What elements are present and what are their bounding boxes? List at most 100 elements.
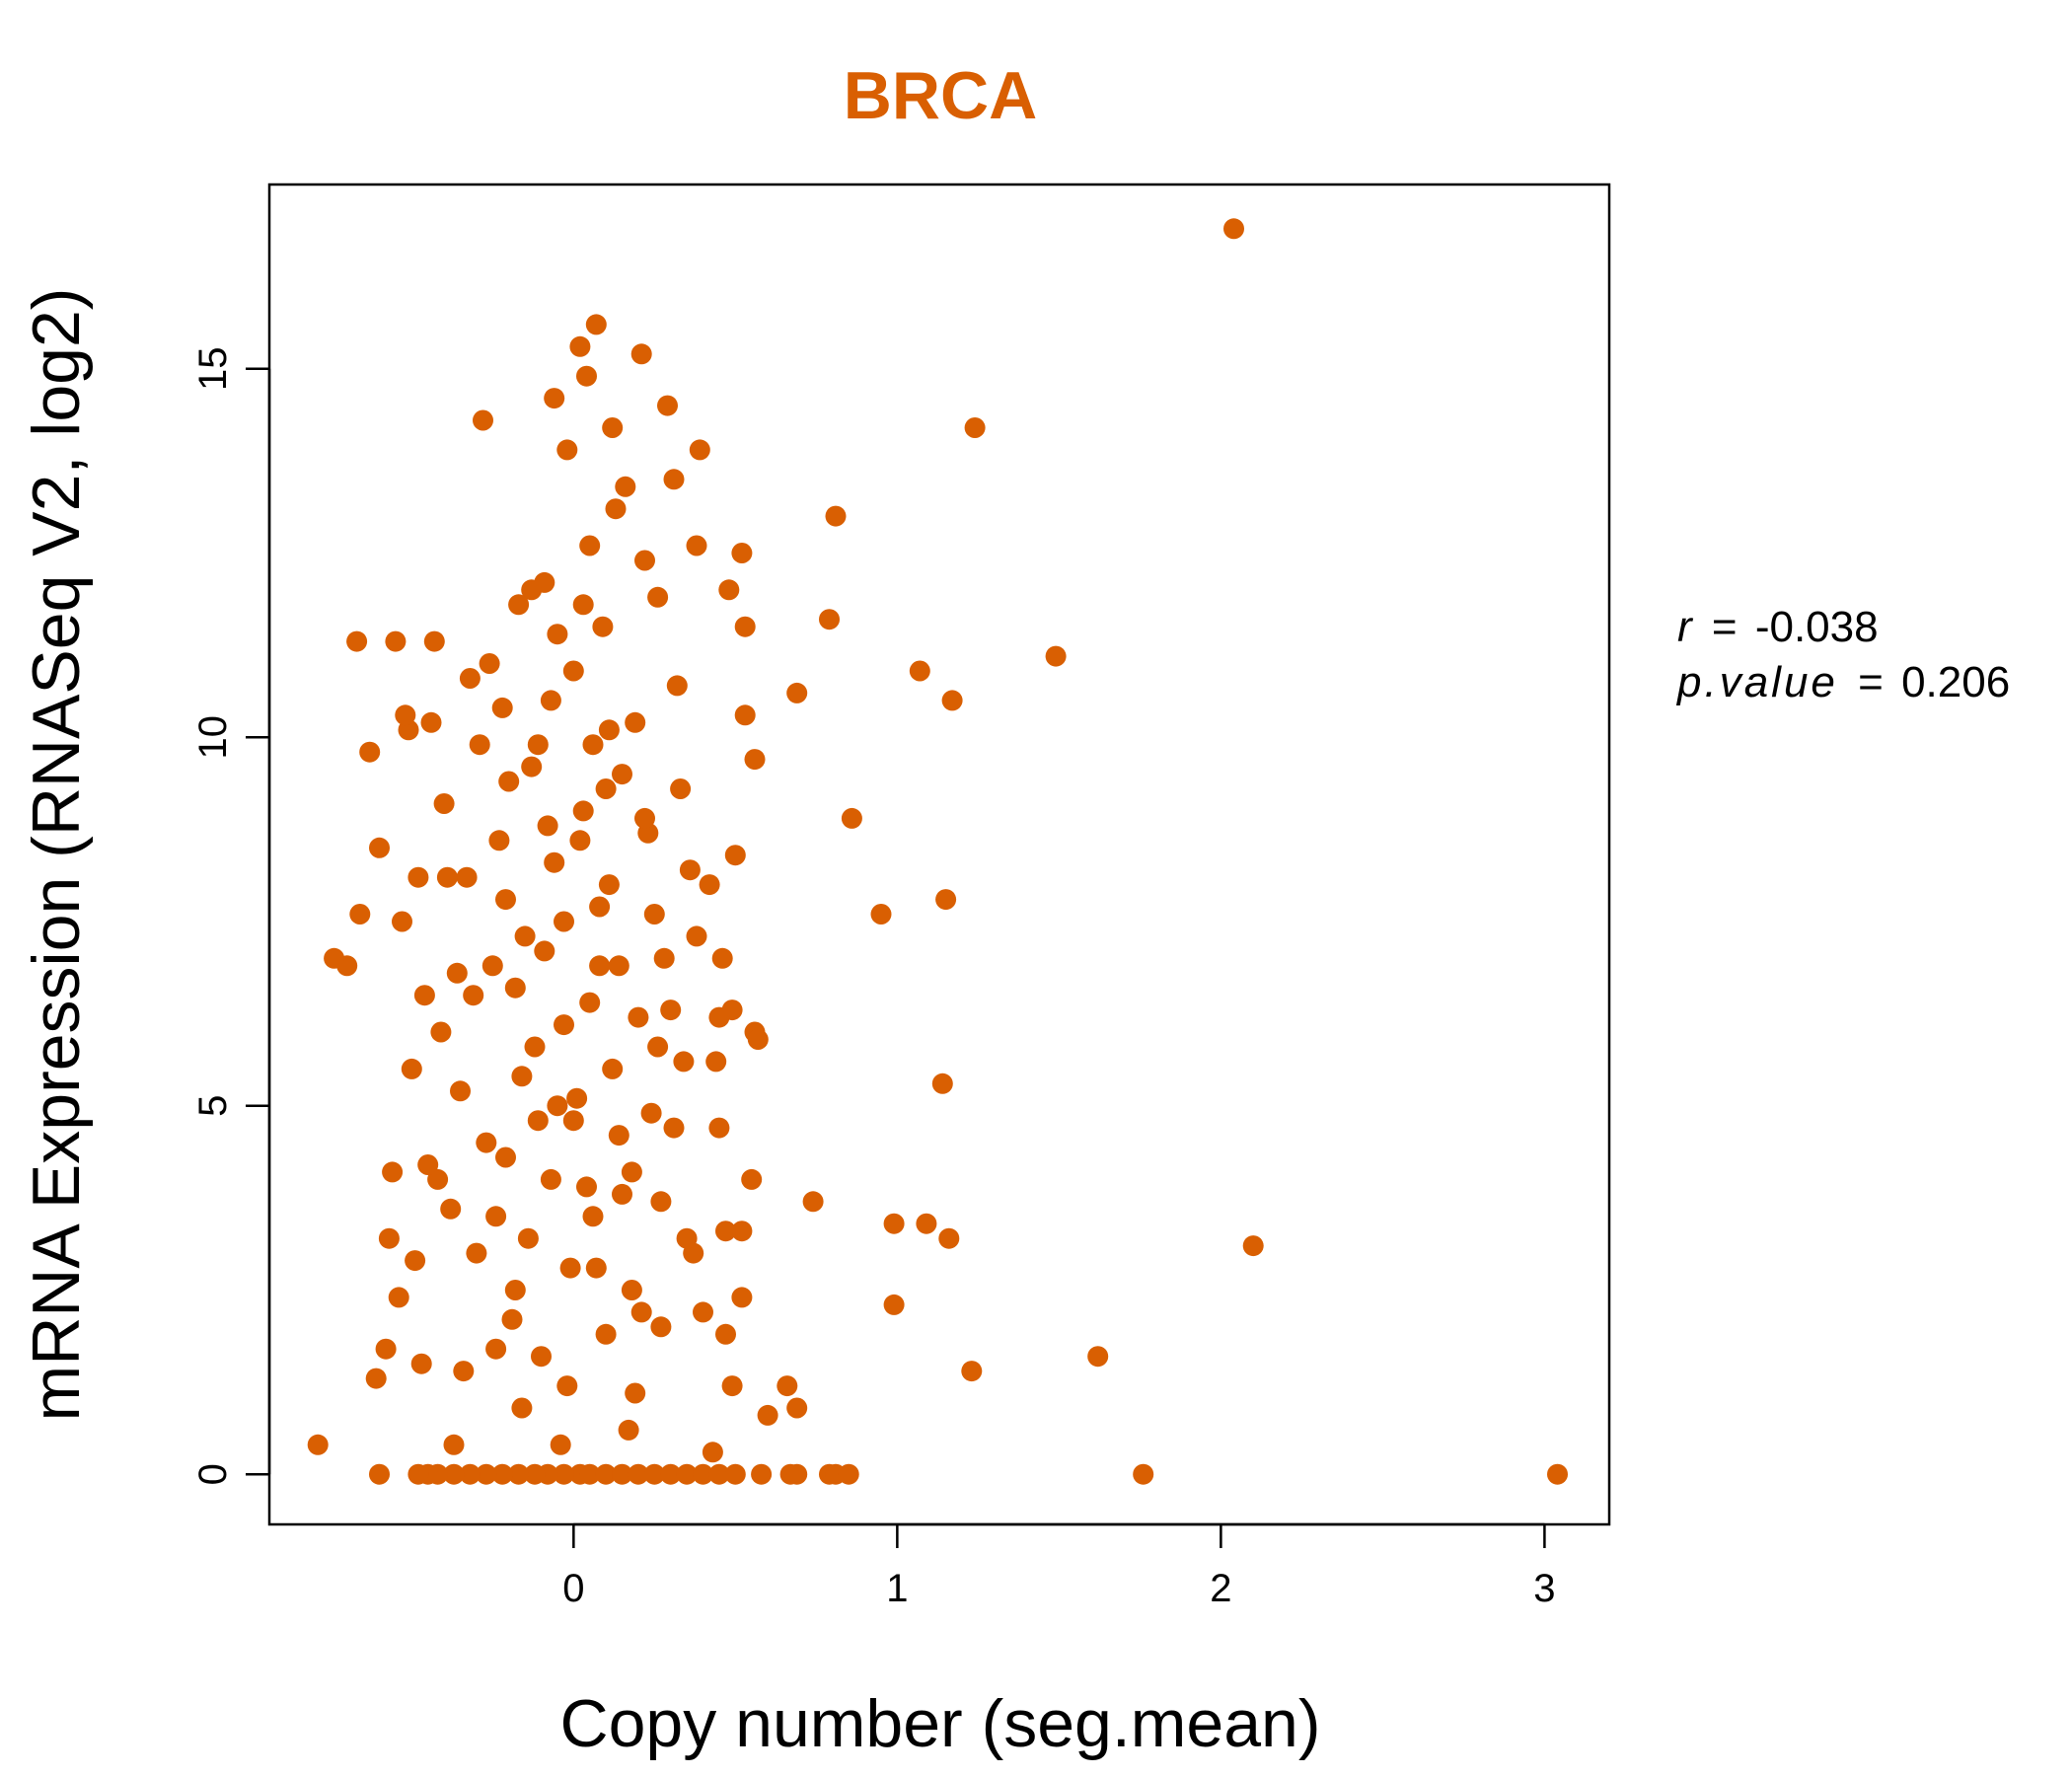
data-point [1087,1346,1109,1368]
data-point [757,1404,778,1426]
data-point [653,947,675,969]
data-point [718,579,740,601]
data-point [724,1463,746,1485]
data-point [1133,1463,1154,1485]
data-point [612,1463,632,1485]
data-point [612,764,632,785]
data-point [819,609,840,630]
data-point [534,940,555,962]
data-point [618,1419,639,1441]
p-label: p.value [1675,658,1838,706]
data-point [476,1463,497,1485]
data-point [883,1294,905,1315]
data-point [643,904,665,925]
data-point [608,1125,629,1147]
data-point [554,1014,574,1036]
data-point [504,1280,526,1300]
data-point [734,704,756,726]
data-point [731,1287,753,1308]
data-point [598,719,620,741]
data-point [935,889,957,911]
data-point [524,1036,546,1058]
data-point [521,579,543,601]
data-point [550,1434,571,1455]
r-equals: = [1712,603,1738,651]
data-point [941,690,963,711]
data-point [485,1206,507,1227]
data-point [443,1434,465,1455]
stats-annotation: r = -0.038 p.value = 0.206 [1675,603,2010,706]
data-point [566,1087,588,1109]
data-point [938,1227,960,1249]
data-point [634,807,655,829]
data-point [628,1006,649,1028]
data-point [544,388,565,409]
data-point [473,409,493,431]
data-point [495,1147,516,1168]
data-point [562,1110,584,1132]
data-point [595,1463,617,1485]
data-point [508,1463,530,1485]
data-point [825,505,847,527]
data-point [511,1066,533,1087]
data-point [715,1323,736,1345]
data-point [589,955,611,977]
data-point [841,807,862,829]
data-point [643,1463,665,1485]
data-point [569,335,591,357]
data-point [443,1463,465,1485]
data-point [420,711,442,733]
data-point [1547,1463,1568,1485]
data-point [585,1257,607,1279]
data-point [673,1051,695,1073]
plot-frame [267,183,1611,1526]
data-point [786,1397,808,1419]
data-point [786,682,808,703]
data-point [708,1006,730,1028]
data-point [663,1117,685,1139]
data-point [579,1463,601,1485]
data-point [595,778,617,799]
data-point [572,594,594,616]
data-point [751,1463,773,1485]
data-point [660,1463,682,1485]
data-point [602,417,624,438]
data-point [708,1463,730,1485]
data-point [625,711,646,733]
data-point [964,417,986,438]
data-point [307,1434,329,1455]
data-point [524,1463,546,1485]
y-axis-label: mRNA Expression (RNASeq V2, log2) [19,288,94,1422]
data-point [666,675,688,697]
data-point [660,999,682,1021]
data-point [479,653,500,674]
data-point [676,1227,698,1249]
data-point [556,439,578,461]
data-point [450,1080,471,1102]
data-point [702,1442,723,1463]
data-point [931,1073,953,1094]
data-point [440,1198,462,1220]
data-point [585,314,607,335]
data-point [579,535,601,556]
data-point [909,660,930,682]
data-point [349,904,371,925]
data-point [582,734,604,756]
data-point [647,586,669,608]
data-point [1242,1235,1264,1257]
data-point [476,1132,497,1153]
x-axis-label: Copy number (seg.mean) [559,1686,1320,1761]
data-point [501,1308,523,1330]
data-point [1223,218,1244,240]
data-point [650,1191,672,1213]
data-point [715,1221,736,1242]
x-tick-label: 0 [562,1567,584,1610]
data-point [514,925,536,947]
data-point [521,756,543,777]
data-point [407,866,429,888]
data-point [708,1117,730,1139]
chart-title: BRCA [844,58,1037,133]
data-point [369,837,390,858]
